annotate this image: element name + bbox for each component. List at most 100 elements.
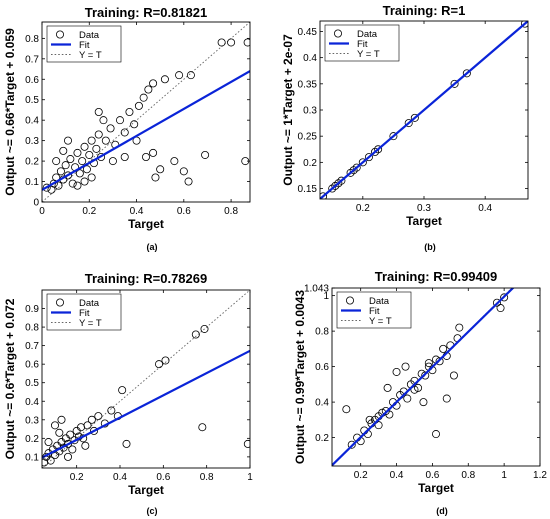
x-tick-label: 0.2 [70,472,84,483]
data-point [66,430,75,439]
y-tick-label: 0.2 [25,434,39,445]
x-tick-label: 0.6 [177,206,191,217]
data-point [200,324,209,333]
data-point [52,157,61,166]
data-point [66,155,75,164]
chart-panel-3: 0.2 0.4 0.6 0.8 1 0.1 0.2 0.3 0.4 0.5 0.6 0.7 0.8 0.9… [3,271,253,516]
legend-entry: Y = T [357,49,380,60]
y-tick-label: 0.6 [25,75,39,86]
data-point [94,412,103,421]
data-point [462,69,471,78]
y-tick-label: 0.2 [303,158,317,169]
y-tick-label: 0 [33,198,39,209]
data-point [404,119,413,128]
y-tick-label: 0.6 [315,362,329,373]
y-tick-label: 0.45 [298,27,318,38]
data-point [374,145,383,154]
data-point [435,357,444,366]
y-tick-label: 0.7 [25,341,39,352]
y-tick-label: 0.1 [25,177,39,188]
data-point [90,426,99,435]
x-tick-label: 0.8 [200,472,214,483]
panel-caption: (c) [147,506,158,516]
chart-title: Training: R=1 [383,3,466,18]
data-point [442,394,451,403]
data-point [92,144,101,153]
data-point [243,38,250,47]
data-point [186,71,195,80]
x-tick-label: 0.8 [224,206,238,217]
data-point [82,165,91,174]
y-axis-label: Output ~= 0.66*Target + 0.059 [3,28,17,196]
data-point [106,124,115,133]
y-tick-label: 0.25 [298,132,318,143]
data-point [410,113,419,122]
data-point [120,152,129,161]
data-point [61,161,70,170]
data-point [401,362,410,371]
x-tick-label: 1 [501,470,507,481]
x-tick-label: 0 [39,206,45,217]
data-point [44,438,53,447]
legend-entry: Y = T [79,50,102,61]
fit-line [332,288,515,466]
data-point [337,176,346,185]
data-point [87,136,96,145]
data-point [342,405,351,414]
identity-line [42,22,250,202]
data-point [201,150,210,159]
legend-entry: Data [79,298,100,309]
data-point [358,158,367,167]
data-point [59,146,68,155]
y-axis-label: Output ~= 0.99*Target + 0.0043 [293,290,307,465]
data-point [198,423,207,432]
data-point [42,183,51,192]
data-point [455,323,464,332]
data-point [160,75,169,84]
data-point [94,108,103,117]
data-point [57,415,66,424]
data-point [122,439,131,448]
y-tick-label: 0.35 [298,79,318,90]
y-tick-label: 0.2 [315,433,329,444]
legend-entry: Fit [79,40,90,51]
data-point [424,359,433,368]
data-point [371,147,380,156]
x-tick-label: 0.4 [113,472,127,483]
x-axis-label: Target [406,214,442,228]
data-point [94,130,103,139]
data-point [75,169,84,178]
legend-entry: Y = T [79,318,102,329]
data-point [101,136,110,145]
legend-entry: Data [357,29,378,40]
legend-data-marker [56,298,65,307]
legend-entry: Data [369,296,390,307]
data-point [108,157,117,166]
y-tick-label: 0.3 [303,106,317,117]
data-point [118,386,127,395]
panel-caption: (b) [424,242,436,252]
y-tick-label: 0.8 [25,323,39,334]
data-point [191,330,200,339]
data-point [80,177,89,186]
x-tick-label: 1 [247,472,253,483]
data-point [520,21,528,28]
x-axis-label: Target [128,483,164,497]
data-point [87,415,96,424]
data-point [73,181,82,190]
data-point [154,360,163,369]
chart-title: Training: R=0.99409 [375,269,497,284]
data-point [500,293,509,302]
plot-content [332,288,515,466]
x-tick-label: 0.6 [156,472,170,483]
y-tick-label: 1.043 [304,284,329,295]
data-point [46,456,55,465]
y-tick-label: 0.6 [25,360,39,371]
data-point [56,167,65,176]
x-tick-label: 1.2 [533,470,547,481]
data-point [134,101,143,110]
legend-entry: Fit [79,308,90,319]
fit-line [42,70,250,191]
